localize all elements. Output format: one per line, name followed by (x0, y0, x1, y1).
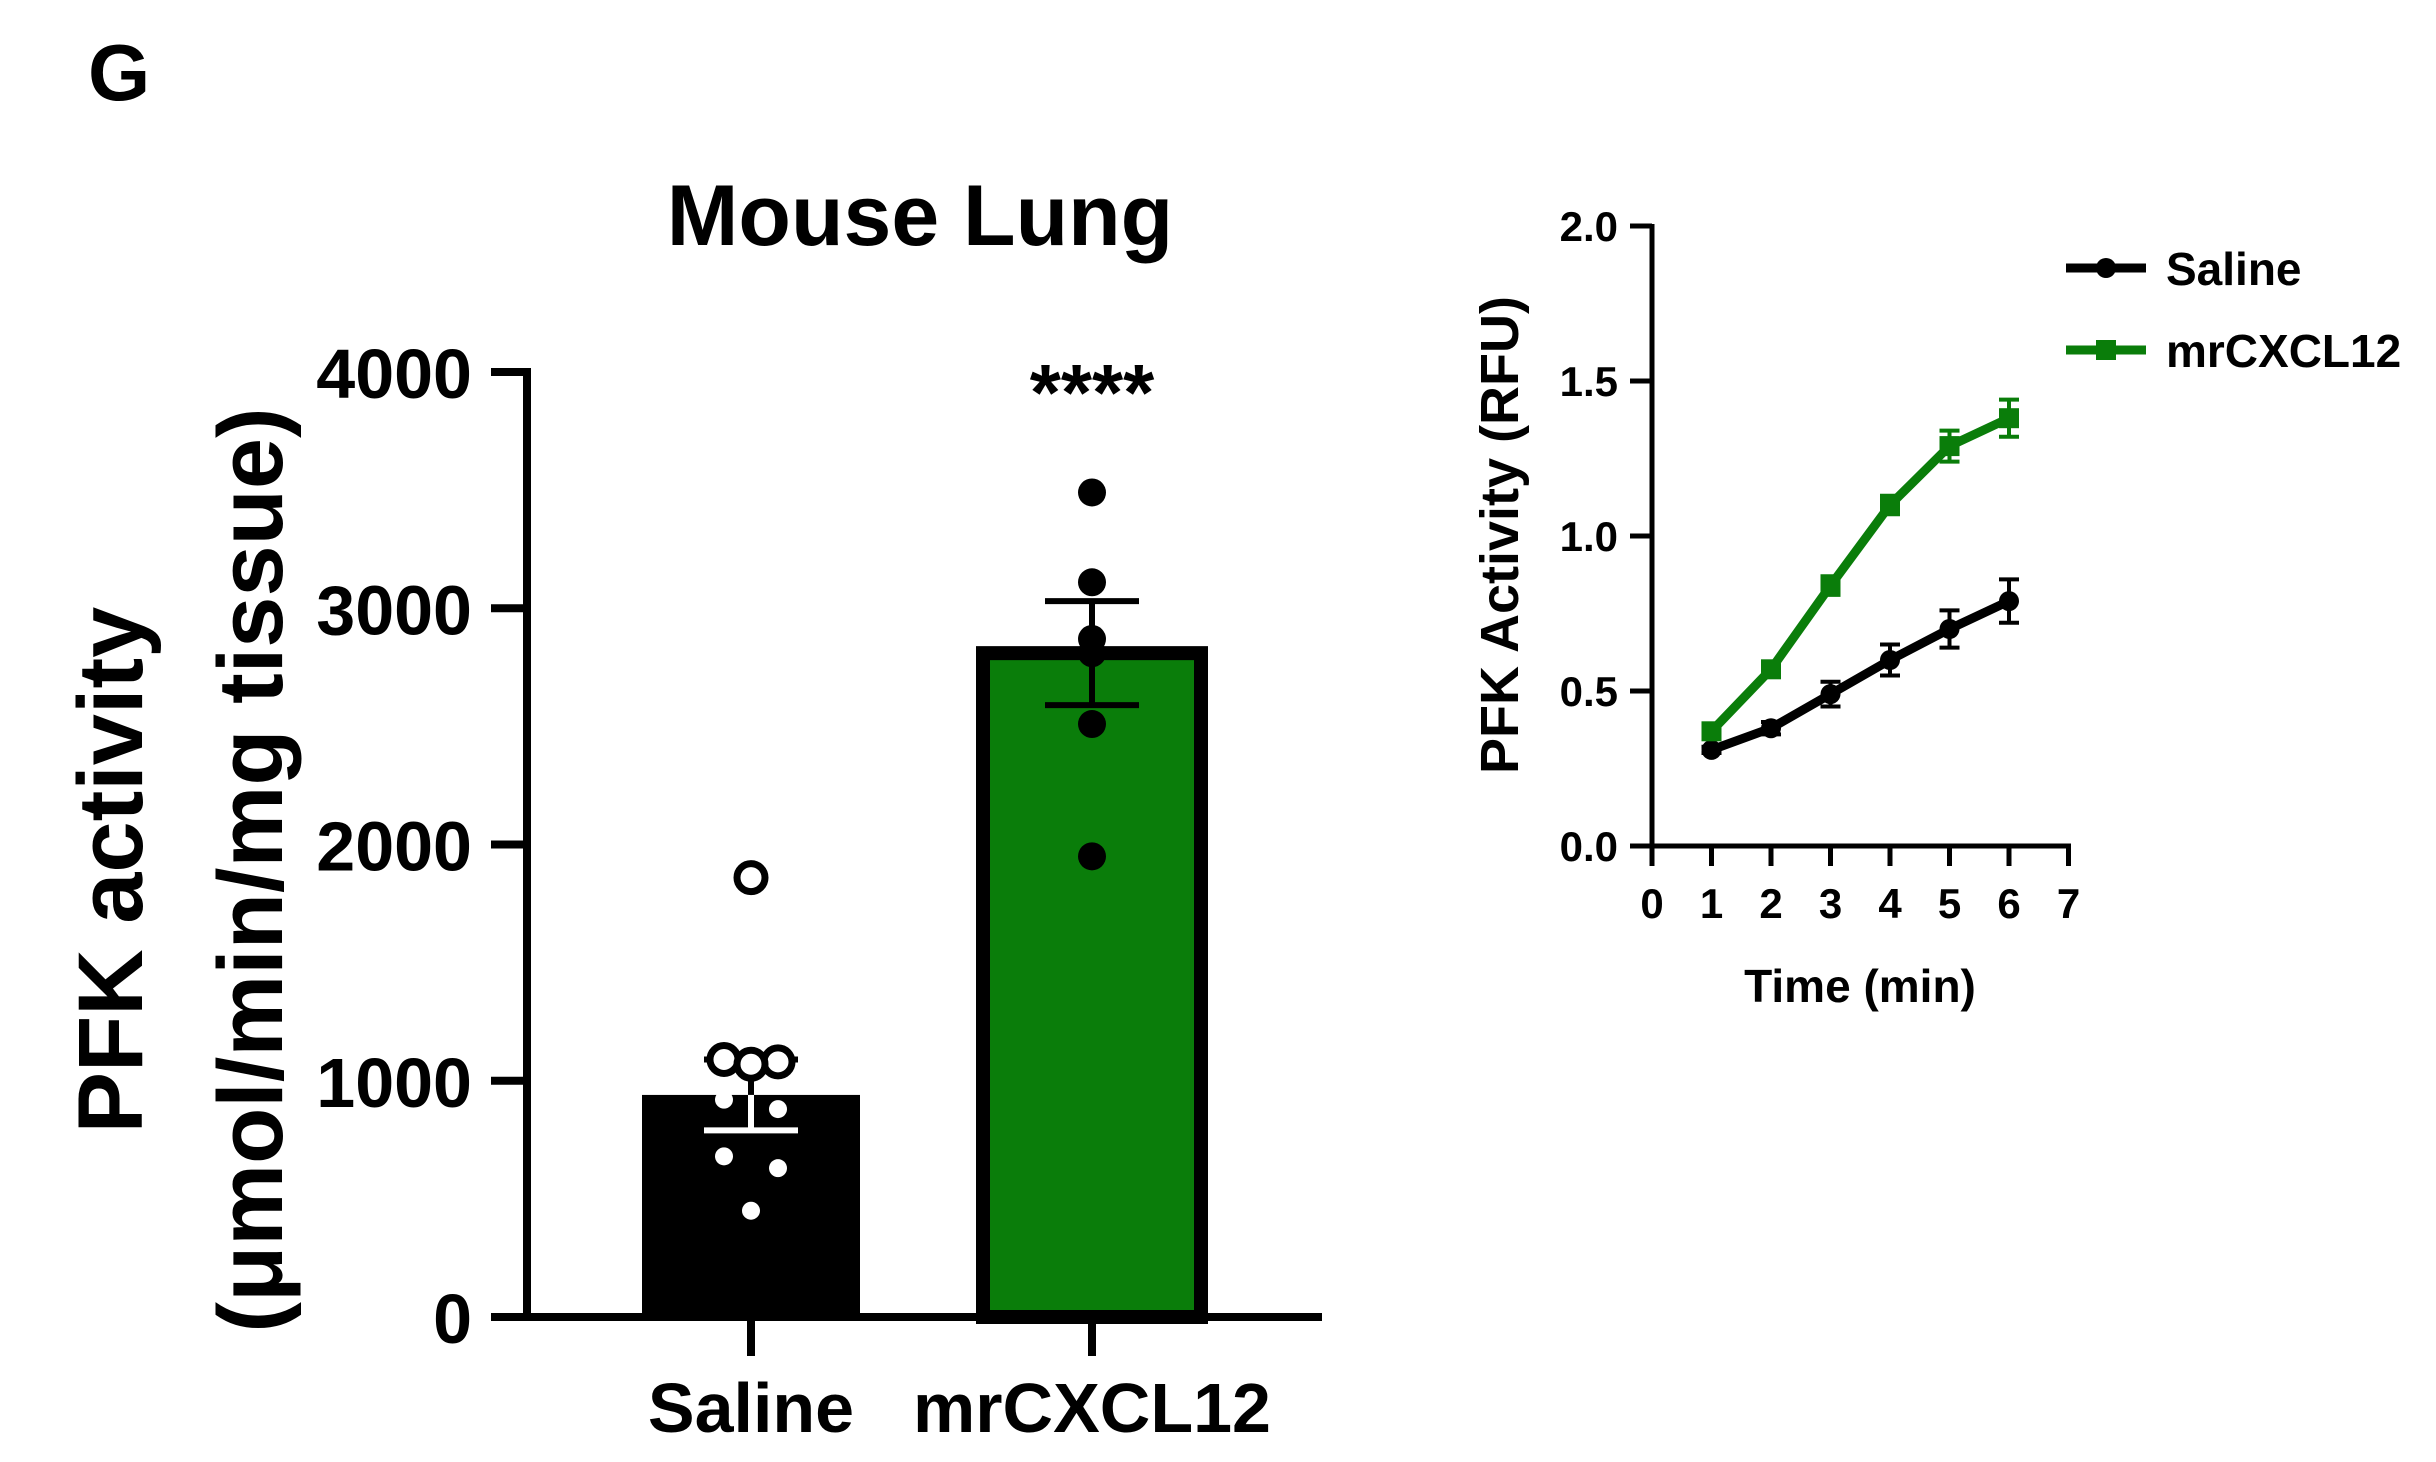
bar-y-tick-label: 4000 (316, 335, 472, 413)
bar-mrcxcl12 (976, 646, 1208, 1324)
line-x-tick-label: 0 (1640, 880, 1663, 927)
line-x-tick-label: 6 (1997, 880, 2020, 927)
legend-marker-saline (2096, 258, 2116, 278)
bar-x-tick-label: mrCXCL12 (913, 1369, 1271, 1447)
line-x-tick-label: 3 (1819, 880, 1842, 927)
point-mrcxcl12 (1880, 495, 1900, 515)
series-line-saline (1709, 597, 2011, 755)
bar-chart-title: Mouse Lung (667, 168, 1173, 264)
data-point-mrcxcl12 (1078, 842, 1106, 871)
point-mrcxcl12 (1939, 436, 1960, 457)
line-chart: PFK Activity (RFU) Time (min) 0.0 0.5 1.0 1… (1470, 203, 2401, 1012)
bar-chart-ylabel-line2: (μmol/min/mg tissue) (200, 407, 302, 1332)
bar-chart-marks (642, 478, 1208, 1324)
bar-y-tick-label: 3000 (316, 571, 472, 649)
line-y-tick-label: 2.0 (1560, 203, 1618, 250)
line-x-tick-label: 4 (1878, 880, 1902, 927)
line-y-tick-label: 0.5 (1560, 668, 1618, 715)
data-point-saline (733, 860, 769, 896)
bar-chart-ylabel-line1: PFK activity (60, 607, 162, 1134)
data-point-mrcxcl12 (1078, 639, 1106, 668)
bar-chart-y-ticks: 0 1000 2000 3000 4000 (316, 335, 527, 1358)
legend-marker-mrcxcl12 (2096, 340, 2116, 360)
line-chart-ylabel: PFK Activity (RFU) (1470, 296, 1530, 774)
point-saline (1939, 619, 1960, 639)
point-mrcxcl12 (1820, 575, 1841, 596)
point-mrcxcl12 (1761, 659, 1781, 680)
line-x-tick-label: 5 (1938, 880, 1961, 927)
data-point-mrcxcl12 (1078, 478, 1106, 507)
data-point-saline (769, 1100, 787, 1119)
point-saline (1999, 591, 2019, 612)
data-point-saline (742, 1201, 760, 1220)
point-saline (1701, 739, 1722, 760)
point-mrcxcl12 (1701, 721, 1722, 742)
line-x-tick-label: 7 (2057, 880, 2080, 927)
panel-label: G (88, 28, 150, 117)
point-saline (1820, 684, 1841, 705)
line-y-tick-label: 0.0 (1560, 823, 1618, 870)
significance-label: **** (1030, 348, 1155, 437)
line-chart-y-ticks: 0.0 0.5 1.0 1.5 2.0 (1560, 203, 1652, 870)
data-point-mrcxcl12 (1078, 710, 1106, 739)
data-point-saline (715, 1090, 733, 1109)
data-point-saline (715, 1147, 733, 1166)
series-line-mrcxcl12 (1708, 414, 2011, 735)
line-y-tick-label: 1.0 (1560, 513, 1618, 560)
data-point-saline (769, 1159, 787, 1178)
legend-label-saline: Saline (2166, 243, 2302, 295)
line-x-tick-label: 1 (1700, 880, 1723, 927)
line-chart-legend: Saline mrCXCL12 (2066, 243, 2401, 377)
bar-y-tick-label: 1000 (316, 1044, 472, 1122)
line-chart-xlabel: Time (min) (1744, 960, 1976, 1012)
line-chart-marks (1701, 397, 2019, 760)
bar-chart-x-ticks: Saline mrCXCL12 (648, 1317, 1271, 1447)
bar-x-tick-label: Saline (648, 1369, 854, 1447)
line-x-tick-label: 2 (1759, 880, 1782, 927)
bar-y-tick-label: 2000 (316, 808, 472, 886)
legend-label-mrcxcl12: mrCXCL12 (2166, 325, 2401, 377)
bar-chart: Mouse Lung PFK activity (μmol/min/mg tis… (60, 168, 1322, 1447)
bar-y-tick-label: 0 (433, 1280, 472, 1358)
point-saline (1761, 718, 1781, 739)
data-point-saline (733, 1046, 769, 1082)
data-point-mrcxcl12 (1078, 568, 1106, 597)
point-mrcxcl12 (1999, 408, 2019, 429)
line-y-tick-label: 1.5 (1560, 358, 1618, 405)
data-point-saline (706, 1041, 742, 1077)
point-saline (1880, 650, 1900, 670)
